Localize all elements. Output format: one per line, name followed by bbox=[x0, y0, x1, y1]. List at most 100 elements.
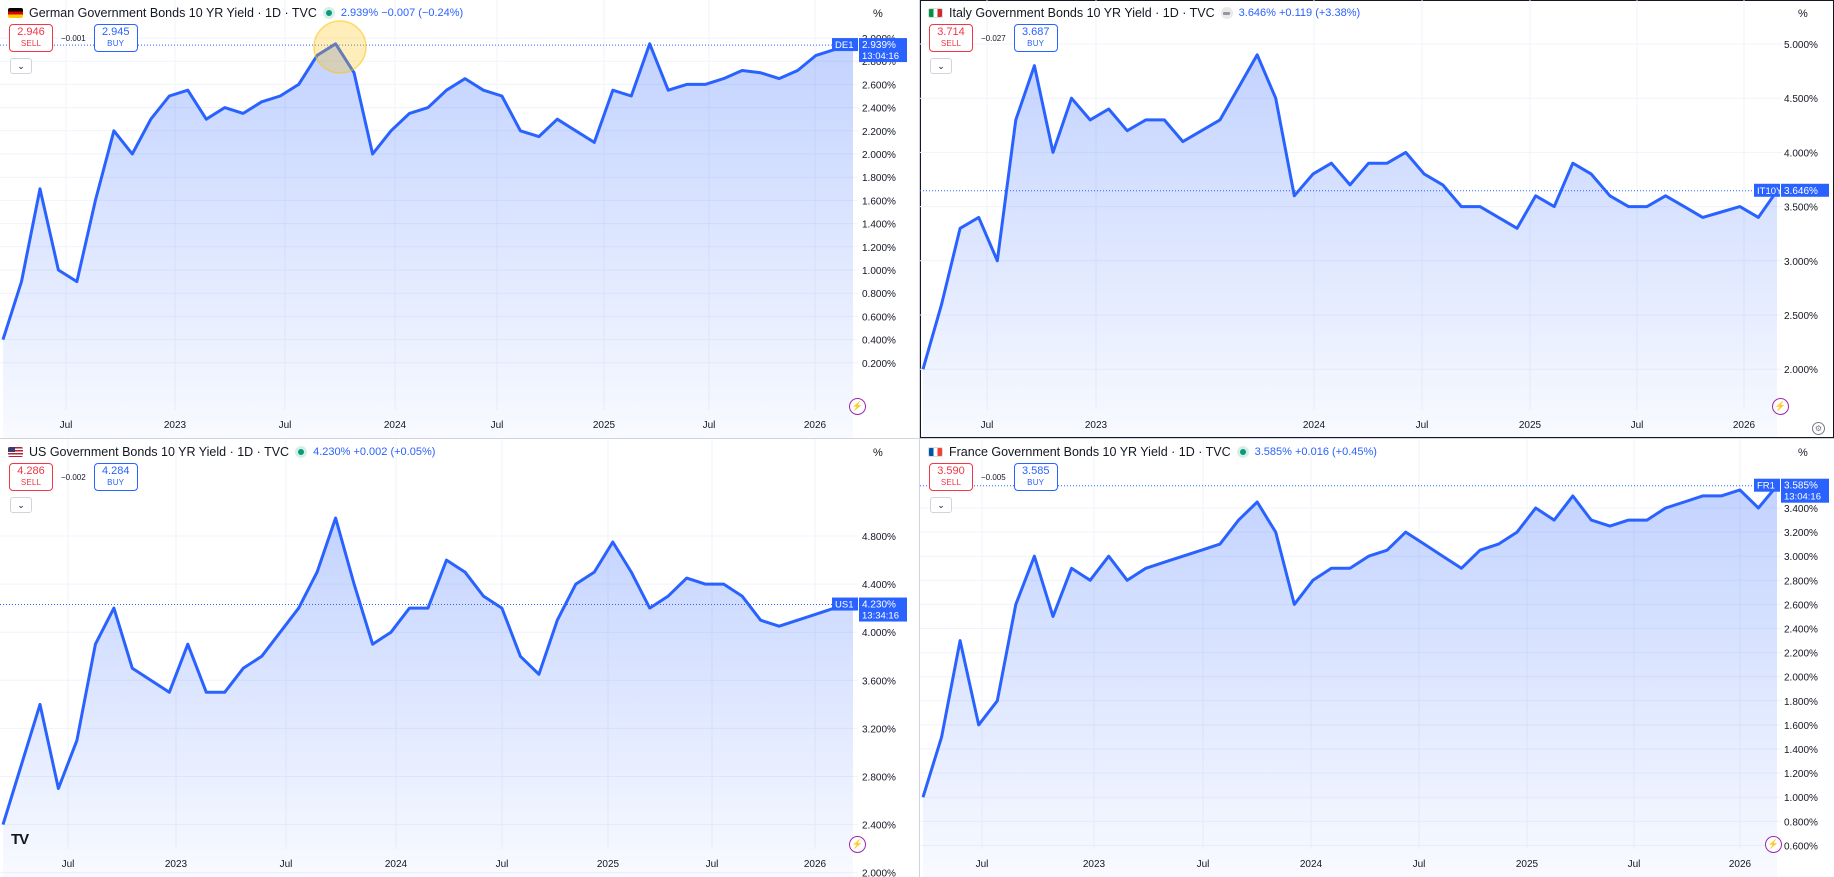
pane-divider-horizontal[interactable] bbox=[0, 438, 1834, 439]
spread-value: −0.002 bbox=[61, 472, 86, 482]
legend-collapse-button[interactable]: ⌄ bbox=[10, 497, 32, 513]
chart-pane-france[interactable]: 3.400% 3.200% 3.000% 2.800% 2.600% 2.400% 2.20… bbox=[920, 439, 1834, 877]
symbol-title[interactable]: Italy Government Bonds 10 YR Yield · 1D … bbox=[949, 6, 1215, 20]
y-tick-label: 3.200% bbox=[862, 724, 896, 735]
y-tick-label: 2.000% bbox=[1784, 673, 1818, 684]
legend-collapse-button[interactable]: ⌄ bbox=[10, 58, 32, 74]
y-tick-label: 3.600% bbox=[862, 676, 896, 687]
y-tick-label: 1.000% bbox=[1784, 793, 1818, 804]
x-tick-label: Jul bbox=[981, 420, 994, 431]
chart-canvas[interactable]: 3.400% 3.200% 3.000% 2.800% 2.600% 2.400% 2.20… bbox=[920, 439, 1834, 877]
percent-scale-button[interactable]: % bbox=[1798, 447, 1808, 459]
x-tick-label: 2025 bbox=[593, 420, 616, 431]
price-tag: 3.646% bbox=[1784, 186, 1818, 197]
percent-scale-button[interactable]: % bbox=[873, 8, 883, 20]
x-tick-label: 2026 bbox=[1729, 859, 1752, 870]
market-status-icon[interactable] bbox=[1220, 7, 1233, 19]
y-tick-label: 3.400% bbox=[1784, 504, 1818, 515]
y-tick-label: 2.000% bbox=[1784, 365, 1818, 376]
price-timer: 13:04:16 bbox=[862, 51, 899, 62]
x-tick-label: Jul bbox=[279, 420, 292, 431]
y-tick-label: 2.200% bbox=[1784, 649, 1818, 660]
price-tag-bg bbox=[859, 597, 907, 622]
last-quote: 2.939% −0.007 (−0.24%) bbox=[340, 7, 464, 19]
chart-pane-italy[interactable]: 5.000% 4.500% 4.000% 3.500% 3.000% 2.500% 2.00… bbox=[920, 0, 1834, 438]
y-tick-label: 4.000% bbox=[862, 628, 896, 639]
price-tag: 2.939% bbox=[862, 40, 896, 51]
chart-legend[interactable]: France Government Bonds 10 YR Yield · 1D… bbox=[928, 445, 1377, 459]
symbol-tag-bg bbox=[832, 597, 858, 611]
y-tick-label: 3.000% bbox=[1784, 257, 1818, 268]
x-tick-label: Jul bbox=[60, 420, 73, 431]
y-tick-label: 2.200% bbox=[862, 127, 896, 138]
chart-pane-us[interactable]: 4.800% 4.400% 4.000% 3.600% 3.200% 2.800% 2.40… bbox=[0, 439, 919, 877]
tradingview-logo[interactable]: TV bbox=[11, 831, 29, 848]
buy-label: BUY bbox=[107, 478, 125, 487]
y-tick-label: 1.400% bbox=[1784, 745, 1818, 756]
cursor-highlight bbox=[313, 20, 367, 74]
x-tick-label: 2023 bbox=[164, 420, 187, 431]
chart-canvas[interactable]: 4.800% 4.400% 4.000% 3.600% 3.200% 2.800% 2.40… bbox=[0, 439, 919, 877]
trade-buttons: 3.590 SELL −0.005 3.585 BUY bbox=[929, 463, 1058, 491]
percent-scale-button[interactable]: % bbox=[873, 447, 883, 459]
buy-button[interactable]: 2.945 BUY bbox=[93, 24, 138, 52]
series-area bbox=[3, 43, 853, 438]
y-tick-label: 1.400% bbox=[862, 220, 896, 231]
x-tick-label: Jul bbox=[976, 859, 989, 870]
x-tick-label: 2023 bbox=[1083, 859, 1106, 870]
series-area bbox=[923, 54, 1777, 438]
germany-flag-icon bbox=[8, 8, 23, 18]
sell-label: SELL bbox=[940, 39, 962, 48]
chart-canvas[interactable]: 3.000%2.800%2.600%2.400%2.200%2.000%1.80… bbox=[0, 0, 919, 438]
symbol-tag: FR1 bbox=[1757, 481, 1775, 492]
last-quote: 3.646% +0.119 (+3.38%) bbox=[1238, 7, 1361, 19]
buy-button[interactable]: 3.687 BUY bbox=[1013, 24, 1058, 52]
symbol-title[interactable]: German Government Bonds 10 YR Yield · 1D… bbox=[29, 6, 317, 20]
x-tick-label: Jul bbox=[1416, 420, 1429, 431]
market-status-icon[interactable] bbox=[1236, 446, 1249, 458]
symbol-title[interactable]: US Government Bonds 10 YR Yield · 1D · T… bbox=[29, 445, 290, 459]
price-tag: 4.230% bbox=[862, 600, 896, 611]
x-tick-label: 2025 bbox=[1516, 859, 1539, 870]
market-status-icon[interactable] bbox=[295, 446, 308, 458]
y-tick-label: 2.500% bbox=[1784, 311, 1818, 322]
lightning-icon[interactable]: ⚡ bbox=[1772, 398, 1789, 415]
sell-price: 3.590 bbox=[937, 465, 965, 477]
y-tick-label: 2.400% bbox=[1784, 625, 1818, 636]
sell-label: SELL bbox=[20, 39, 42, 48]
y-tick-label: 2.400% bbox=[862, 821, 896, 832]
gear-icon[interactable]: ⚙ bbox=[1812, 422, 1825, 435]
y-tick-label: 4.400% bbox=[862, 580, 896, 591]
sell-button[interactable]: 2.946 SELL bbox=[9, 24, 53, 52]
chart-legend[interactable]: US Government Bonds 10 YR Yield · 1D · T… bbox=[8, 445, 435, 459]
lightning-icon[interactable]: ⚡ bbox=[849, 836, 866, 853]
sell-button[interactable]: 4.286 SELL bbox=[9, 463, 53, 491]
symbol-title[interactable]: France Government Bonds 10 YR Yield · 1D… bbox=[949, 445, 1231, 459]
chart-pane-germany[interactable]: 3.000%2.800%2.600%2.400%2.200%2.000%1.80… bbox=[0, 0, 919, 438]
sell-price: 3.714 bbox=[937, 26, 965, 38]
legend-collapse-button[interactable]: ⌄ bbox=[930, 497, 952, 513]
x-tick-label: Jul bbox=[280, 859, 293, 870]
chart-legend[interactable]: German Government Bonds 10 YR Yield · 1D… bbox=[8, 6, 463, 20]
sell-button[interactable]: 3.714 SELL bbox=[929, 24, 973, 52]
chart-canvas[interactable]: 5.000% 4.500% 4.000% 3.500% 3.000% 2.500% 2.00… bbox=[920, 0, 1834, 438]
x-tick-label: Jul bbox=[1413, 859, 1426, 870]
chevron-down-icon: ⌄ bbox=[17, 499, 25, 510]
market-status-icon[interactable] bbox=[322, 7, 335, 19]
lightning-icon[interactable]: ⚡ bbox=[849, 398, 866, 415]
us-flag-icon bbox=[8, 447, 23, 457]
legend-collapse-button[interactable]: ⌄ bbox=[930, 58, 952, 74]
y-tick-label: 1.200% bbox=[1784, 769, 1818, 780]
series-area bbox=[923, 485, 1777, 877]
symbol-tag: DE1 bbox=[835, 40, 853, 51]
chart-legend[interactable]: Italy Government Bonds 10 YR Yield · 1D … bbox=[928, 6, 1360, 20]
x-tick-label: 2024 bbox=[1300, 859, 1323, 870]
y-tick-label: 2.400% bbox=[862, 104, 896, 115]
buy-button[interactable]: 4.284 BUY bbox=[93, 463, 138, 491]
percent-scale-button[interactable]: % bbox=[1798, 8, 1808, 20]
sell-button[interactable]: 3.590 SELL bbox=[929, 463, 973, 491]
buy-button[interactable]: 3.585 BUY bbox=[1013, 463, 1058, 491]
lightning-icon[interactable]: ⚡ bbox=[1765, 836, 1782, 853]
price-timer: 13:04:16 bbox=[1784, 492, 1821, 503]
x-tick-label: Jul bbox=[62, 859, 75, 870]
